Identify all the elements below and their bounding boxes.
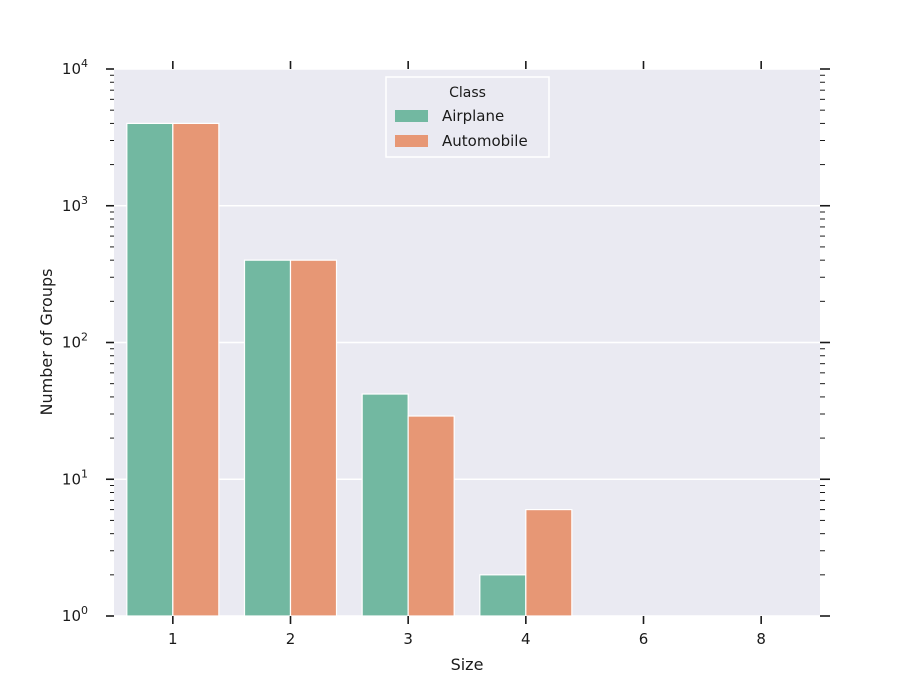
x-tick-label: 2 — [286, 630, 296, 648]
legend-label-airplane: Airplane — [442, 107, 504, 125]
axes — [106, 61, 830, 624]
legend-swatch-airplane — [395, 110, 428, 122]
x-tick-label: 1 — [168, 630, 178, 648]
x-tick-label: 6 — [639, 630, 649, 648]
legend-label-automobile: Automobile — [442, 132, 528, 150]
grid-lines — [114, 68, 820, 617]
legend: Class Airplane Automobile — [385, 76, 550, 158]
y-tick-label: 103 — [62, 194, 88, 215]
bar-automobile-3 — [407, 415, 455, 617]
y-tick-label: 101 — [62, 467, 88, 488]
y-axis-label: Number of Groups — [37, 269, 56, 416]
legend-title: Class — [449, 85, 486, 101]
bar-airplane-4 — [479, 574, 527, 617]
y-tick-label: 102 — [62, 331, 88, 352]
tick-labels: 100 101 102 103 104 1 2 3 4 6 8 — [62, 57, 766, 648]
legend-swatch-automobile — [395, 135, 428, 147]
bar-airplane-2 — [243, 259, 292, 617]
y-tick-label: 100 — [62, 604, 88, 625]
bar-automobile-4 — [525, 508, 573, 617]
x-tick-label: 3 — [403, 630, 413, 648]
x-tick-label: 8 — [756, 630, 766, 648]
x-axis-label: Size — [451, 655, 484, 674]
bar-automobile-2 — [289, 259, 338, 617]
y-tick-label: 104 — [62, 57, 88, 78]
bar-automobile-1 — [172, 122, 220, 617]
bars — [126, 122, 573, 617]
x-tick-label: 4 — [521, 630, 531, 648]
bar-airplane-1 — [126, 122, 174, 617]
bar-airplane-3 — [361, 393, 409, 617]
